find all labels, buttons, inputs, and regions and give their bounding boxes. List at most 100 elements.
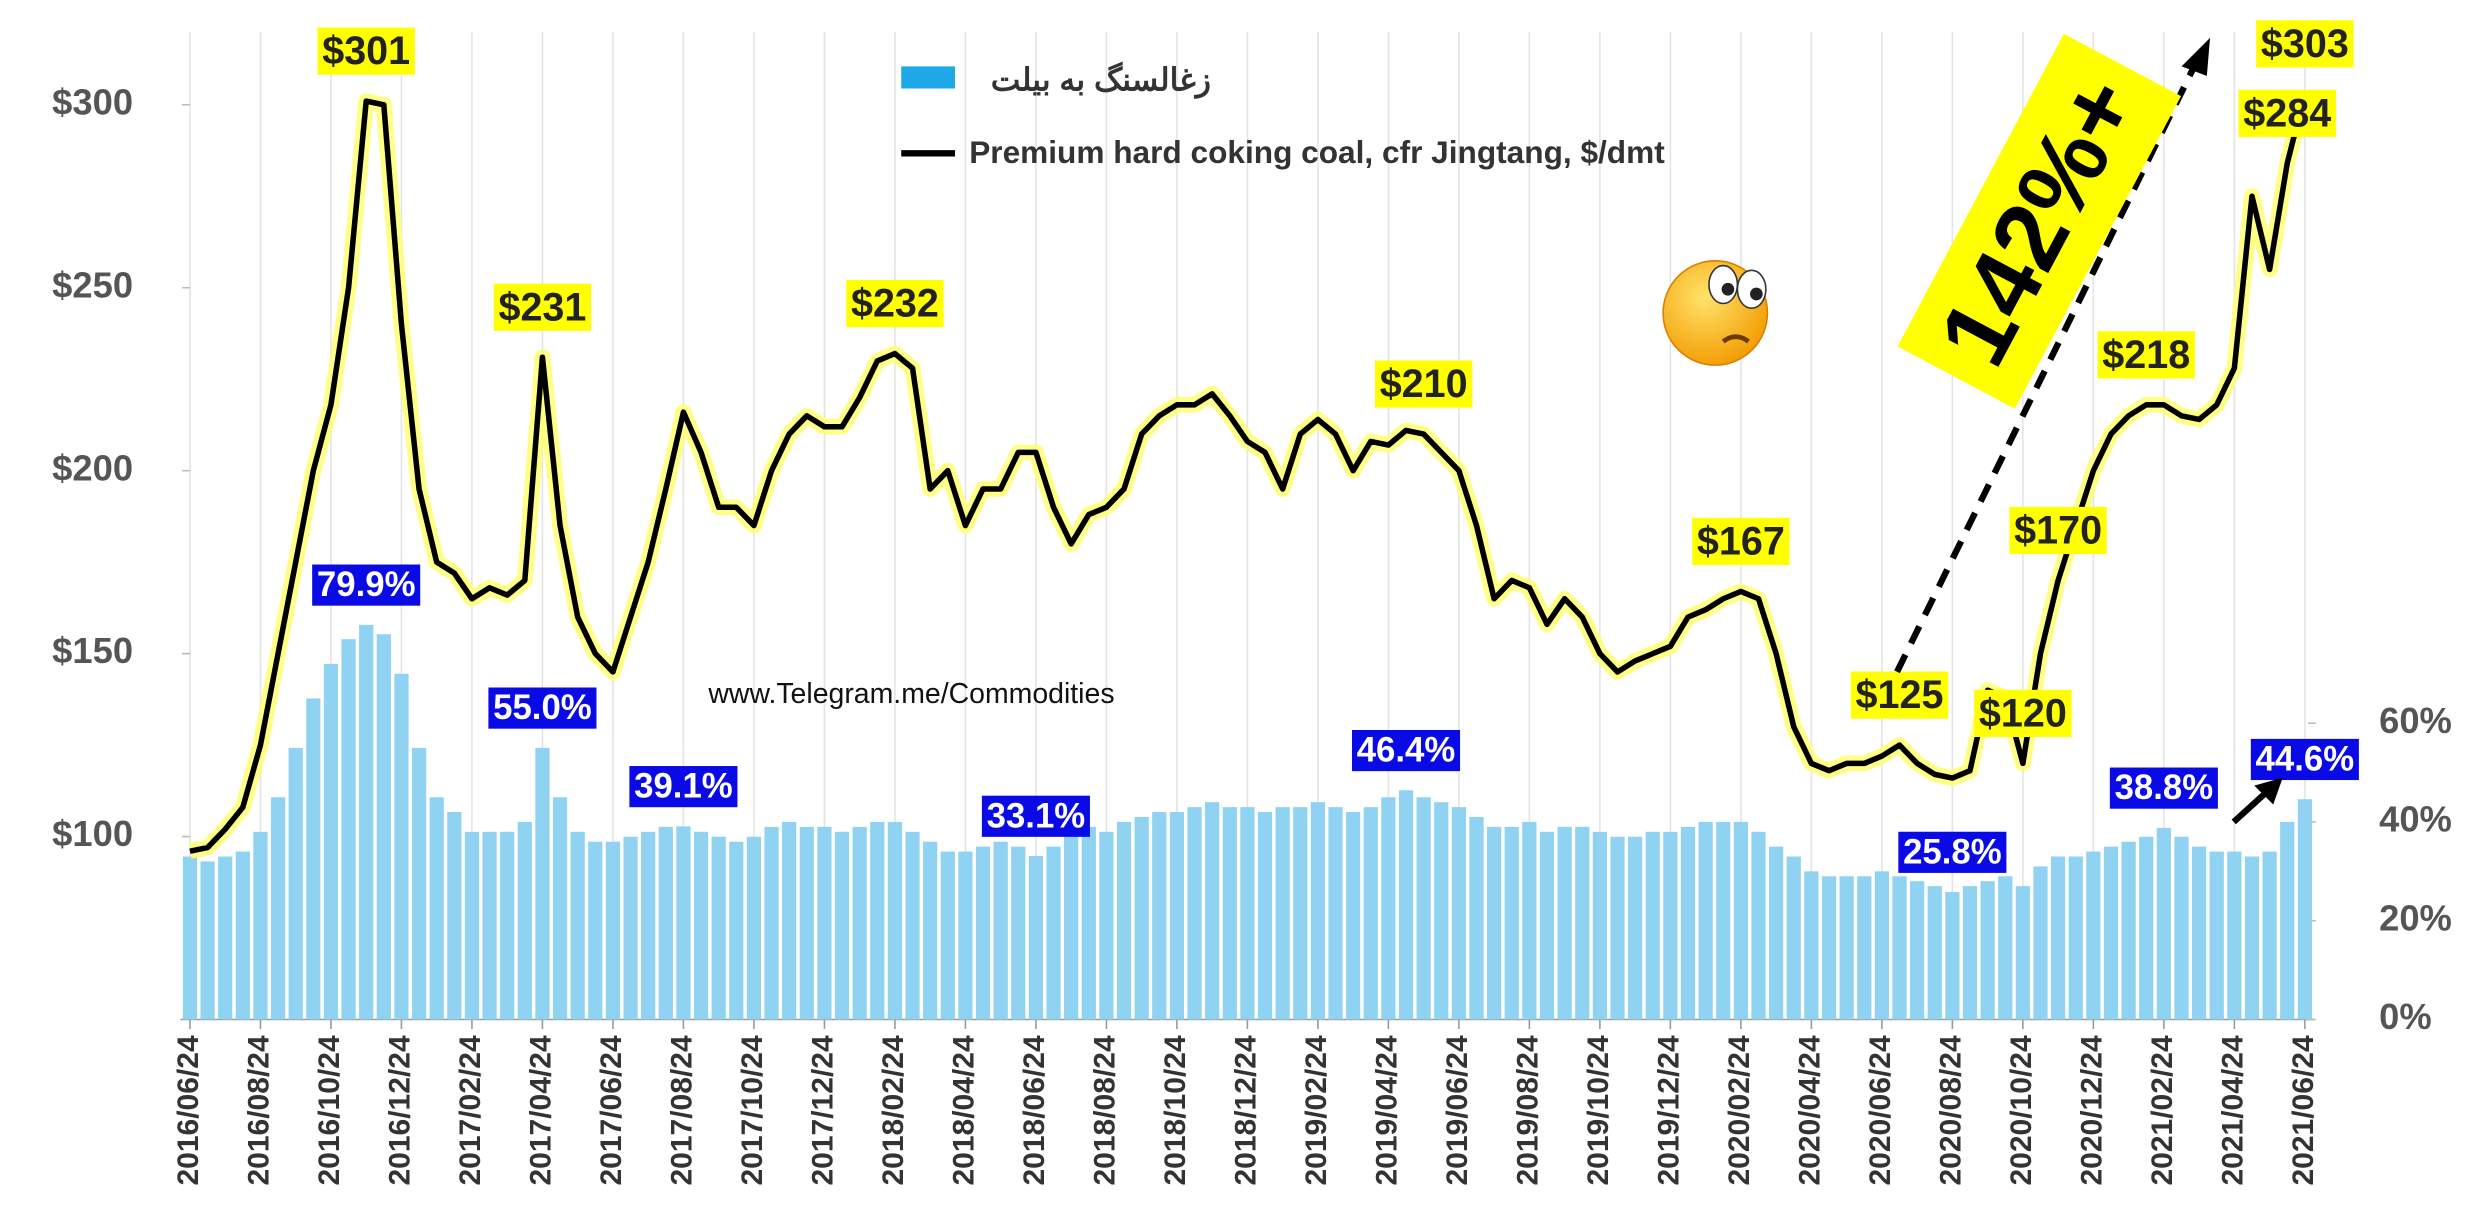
bar <box>2139 837 2153 1020</box>
bar <box>1769 847 1783 1020</box>
bar <box>1381 797 1395 1019</box>
bar <box>394 674 408 1020</box>
bar <box>1293 807 1307 1019</box>
bar <box>1822 876 1836 1019</box>
bar <box>1170 812 1184 1019</box>
bar <box>2069 857 2083 1020</box>
bar <box>1998 876 2012 1019</box>
bar <box>465 832 479 1020</box>
x-tick-label: 2017/04/24 <box>524 1035 557 1186</box>
bar <box>1505 827 1519 1020</box>
bar <box>1452 807 1466 1019</box>
bar <box>2245 857 2259 1020</box>
bar <box>271 797 285 1019</box>
bar <box>289 748 303 1020</box>
value-label: 25.8% <box>1903 833 2002 871</box>
y-tick-label: $300 <box>52 81 133 122</box>
value-label: $284 <box>2243 91 2331 135</box>
bar <box>482 832 496 1020</box>
y2-tick-label: 20% <box>2379 897 2452 938</box>
chart: 2016/06/242016/08/242016/10/242016/12/24… <box>0 0 2479 1225</box>
bar <box>306 698 320 1019</box>
bar <box>1046 847 1060 1020</box>
bar <box>1417 797 1431 1019</box>
bar <box>729 842 743 1020</box>
bar <box>659 827 673 1020</box>
x-tick-label: 2020/10/24 <box>2005 1035 2038 1186</box>
bar <box>853 827 867 1020</box>
bar <box>606 842 620 1020</box>
value-label: $170 <box>2014 508 2102 552</box>
bar <box>2280 822 2294 1020</box>
bar <box>1610 837 1624 1020</box>
x-tick-label: 2017/02/24 <box>454 1035 487 1186</box>
bar <box>1875 871 1889 1019</box>
bar <box>1099 832 1113 1020</box>
bar <box>2192 847 2206 1020</box>
x-tick-label: 2018/08/24 <box>1088 1035 1121 1186</box>
bar <box>535 748 549 1020</box>
x-tick-label: 2020/02/24 <box>1723 1035 1756 1186</box>
x-tick-label: 2016/10/24 <box>313 1035 346 1186</box>
page: 2016/06/242016/08/242016/10/242016/12/24… <box>0 0 2479 1225</box>
value-label: $210 <box>1380 362 1468 406</box>
bar <box>1734 822 1748 1020</box>
bar <box>1205 802 1219 1019</box>
bar <box>676 826 690 1019</box>
value-label: 33.1% <box>987 797 1086 835</box>
bar <box>1716 822 1730 1020</box>
bar <box>1328 807 1342 1019</box>
bar <box>1575 827 1589 1020</box>
bar <box>1487 827 1501 1020</box>
x-tick-label: 2021/02/24 <box>2146 1035 2179 1186</box>
bar <box>1399 790 1413 1019</box>
y2-tick-label: 0% <box>2379 996 2432 1037</box>
value-label: $231 <box>498 285 586 329</box>
bar <box>1346 812 1360 1019</box>
bar <box>341 639 355 1019</box>
x-tick-label: 2017/10/24 <box>736 1035 769 1186</box>
bar <box>1857 876 1871 1019</box>
bar <box>1699 822 1713 1020</box>
bar <box>976 847 990 1020</box>
x-tick-label: 2018/02/24 <box>877 1035 910 1186</box>
x-tick-label: 2019/02/24 <box>1300 1035 1333 1186</box>
x-tick-label: 2019/08/24 <box>1511 1035 1544 1186</box>
value-label: $125 <box>1856 673 1944 717</box>
value-label: $232 <box>851 282 939 326</box>
x-tick-label: 2020/08/24 <box>1934 1035 1967 1186</box>
x-tick-label: 2016/12/24 <box>383 1035 416 1186</box>
x-tick-label: 2019/04/24 <box>1370 1035 1403 1186</box>
x-tick-label: 2021/04/24 <box>2216 1035 2249 1186</box>
value-label: $167 <box>1697 519 1785 563</box>
bar <box>958 852 972 1020</box>
value-label: 55.0% <box>493 689 592 727</box>
bar <box>1117 822 1131 1020</box>
x-tick-label: 2020/04/24 <box>1793 1035 1826 1186</box>
value-label: 39.1% <box>634 768 733 806</box>
value-label: 79.9% <box>317 566 416 604</box>
value-label: 44.6% <box>2256 740 2355 778</box>
value-label: $301 <box>322 29 410 73</box>
bar <box>1593 832 1607 1020</box>
y2-tick-label: 40% <box>2379 799 2452 840</box>
bar <box>1082 827 1096 1020</box>
bar <box>835 832 849 1020</box>
bar <box>1804 871 1818 1019</box>
bar <box>1963 886 1977 1019</box>
y-tick-label: $150 <box>52 630 133 671</box>
x-tick-label: 2017/06/24 <box>595 1035 628 1186</box>
bar <box>994 842 1008 1020</box>
bar <box>2174 837 2188 1020</box>
bar <box>588 842 602 1020</box>
bar <box>1540 832 1554 1020</box>
bar <box>1064 832 1078 1020</box>
x-tick-label: 2019/10/24 <box>1582 1035 1615 1186</box>
bar <box>1258 812 1272 1019</box>
bar <box>2298 799 2312 1019</box>
bar <box>1240 807 1254 1019</box>
bar <box>377 634 391 1019</box>
annotation: www.Telegram.me/Commodities <box>707 678 1114 710</box>
bar <box>800 827 814 1020</box>
x-tick-label: 2017/12/24 <box>806 1035 839 1186</box>
